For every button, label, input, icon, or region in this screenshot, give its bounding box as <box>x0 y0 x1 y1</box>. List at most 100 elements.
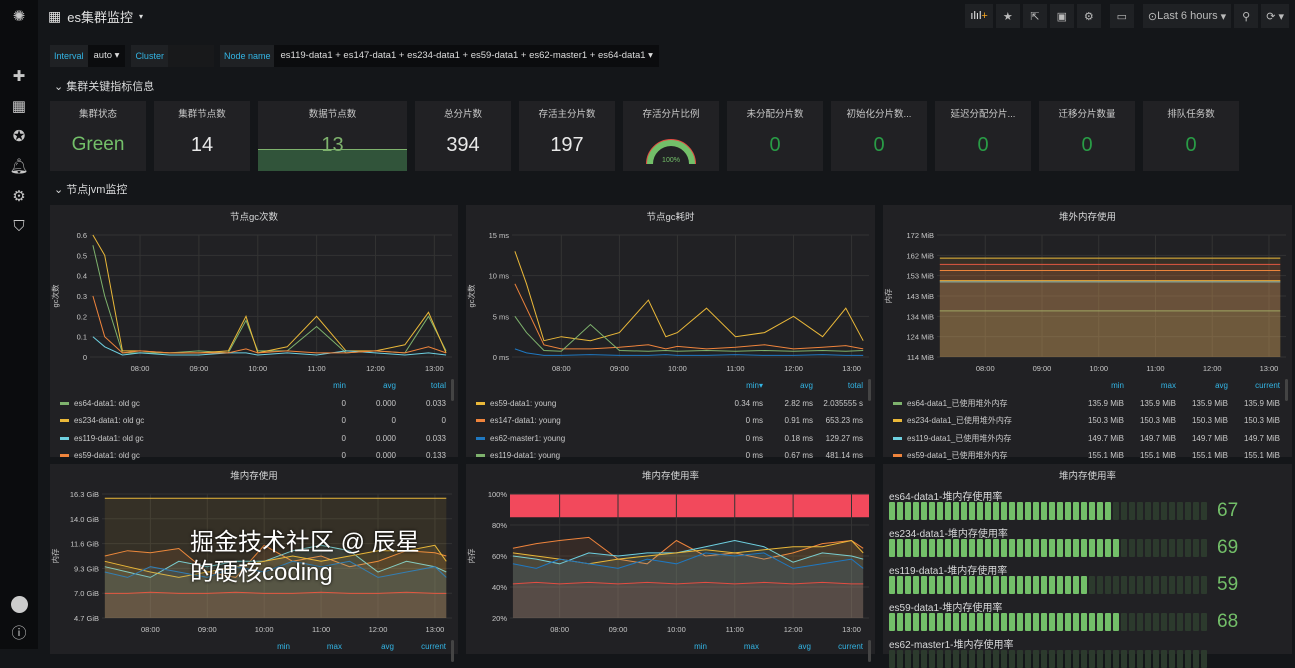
legend-row[interactable]: es64-data1: old gc 0 0.000 0.033 <box>60 395 446 413</box>
legend-scrollbar[interactable] <box>451 640 454 662</box>
shield-icon[interactable]: ⛉ <box>13 218 25 235</box>
legend-row[interactable]: es119-data1: old gc 0 0.000 0.033 <box>60 430 446 448</box>
dashboard-picker[interactable]: ▦ es集群监控 ▾ <box>48 7 143 26</box>
bar-gauge-item: es119-data1-堆内存使用率 59 <box>889 562 1286 595</box>
panel-title: 堆内存使用 <box>230 471 278 482</box>
legend-column-header[interactable]: current <box>421 642 446 652</box>
series-line <box>514 251 864 342</box>
legend-row[interactable]: es62-master1: young 0 ms 0.18 ms 129.27 ms <box>476 430 863 448</box>
legend-row[interactable]: es234-data1_已使用堆外内存 150.3 MiB 150.3 MiB 150… <box>893 412 1280 430</box>
stat-panel[interactable]: 存活分片比例 100% <box>623 101 719 171</box>
legend-column-header[interactable]: min <box>333 381 346 391</box>
dashboards-icon[interactable]: ▦ <box>11 98 27 115</box>
legend-column-header[interactable]: avg <box>1215 381 1228 391</box>
x-tick-label: 11:00 <box>1146 364 1164 373</box>
x-tick-label: 08:00 <box>131 364 150 373</box>
add-panel-button[interactable]: ılıl+ <box>965 4 993 28</box>
panel-heap-usage-bargauge[interactable]: 堆内存使用率 es64-data1-堆内存使用率 67 es234-data1-堆内… <box>883 464 1292 668</box>
legend-column-header[interactable]: max <box>1160 381 1176 391</box>
user-avatar[interactable] <box>0 589 38 619</box>
stat-panel[interactable]: 存活主分片数 197 <box>519 101 615 171</box>
legend-scrollbar[interactable] <box>868 379 871 401</box>
legend-column-header[interactable]: min <box>694 642 707 652</box>
legend-value: 0.133 <box>425 451 446 461</box>
stat-value: 0 <box>1081 134 1093 156</box>
legend-column-header[interactable]: max <box>326 642 342 652</box>
panel-gc-count[interactable]: 节点gc次数 0 0.1 0.2 0.3 0.4 0.5 0.6 08:00 09:00 10:00… <box>50 205 458 460</box>
legend-scrollbar[interactable] <box>451 379 454 401</box>
legend-column-header[interactable]: total <box>847 381 863 391</box>
stat-panel[interactable]: 集群节点数 14 <box>154 101 250 171</box>
legend-column-header[interactable]: avg <box>381 642 394 652</box>
settings-button[interactable]: ⚙ <box>1076 4 1101 28</box>
legend-value: 0.033 <box>425 398 446 408</box>
legend-column-header[interactable]: current <box>838 642 863 652</box>
explore-icon[interactable]: ✪ <box>12 128 26 145</box>
legend-column-header[interactable]: avg <box>798 642 811 652</box>
zoom-out-button[interactable]: ⚲ <box>1234 4 1259 28</box>
tv-mode-button[interactable]: ▭ <box>1109 4 1134 28</box>
y-tick-label: 134 MiB <box>906 312 934 321</box>
legend-column-header[interactable]: min <box>277 642 290 652</box>
row-header-cluster[interactable]: ⌄ 集群关键指标信息 <box>54 78 154 94</box>
stat-panel[interactable]: 迁移分片数量 0 <box>1039 101 1135 171</box>
stat-panel[interactable]: 集群状态 Green <box>50 101 146 171</box>
alert-bell-icon[interactable]: 🔔︎ <box>9 158 29 175</box>
legend-column-header[interactable]: min▾ <box>746 381 763 391</box>
legend-column-header[interactable]: max <box>743 642 759 652</box>
star-button[interactable]: ★ <box>995 4 1020 28</box>
legend-column-header[interactable]: total <box>430 381 446 391</box>
node-name-select[interactable]: es119-data1 + es147-data1 + es234-data1 … <box>274 45 659 67</box>
legend-column-header[interactable]: current <box>1255 381 1280 391</box>
save-icon: ▣ <box>1056 10 1068 23</box>
stat-value: 0 <box>977 134 989 156</box>
y-tick-label: 0 ms <box>493 353 510 362</box>
series-area <box>104 561 447 618</box>
refresh-icon: ⟳ <box>1266 10 1276 23</box>
legend-scrollbar[interactable] <box>868 640 871 662</box>
legend-row[interactable]: es119-data1: young 0 ms 0.67 ms 481.14 ms <box>476 447 863 465</box>
node-name-label: Node name <box>219 45 275 67</box>
time-picker[interactable]: ⊙ Last 6 hours ▾ <box>1142 4 1232 28</box>
legend-row[interactable]: es234-data1: old gc 0 0 0 <box>60 412 446 430</box>
legend-row[interactable]: es59-data1: young 0.34 ms 2.82 ms 2.035555 … <box>476 395 863 413</box>
legend-column-header[interactable]: avg <box>800 381 813 391</box>
stat-panel[interactable]: 总分片数 394 <box>415 101 511 171</box>
panel-gc-time[interactable]: 节点gc耗时 0 ms 5 ms 10 ms 15 ms 08:00 09:00 10:00 1… <box>466 205 875 460</box>
share-button[interactable]: ⇱ <box>1022 4 1047 28</box>
legend-row[interactable]: es147-data1: young 0 ms 0.91 ms 653.23 ms <box>476 412 863 430</box>
x-tick-label: 11:00 <box>312 625 330 634</box>
legend-scrollbar[interactable] <box>1285 379 1288 401</box>
legend-value: 155.1 MiB <box>1243 451 1280 461</box>
legend-value: 149.7 MiB <box>1243 433 1280 443</box>
legend-row[interactable]: es59-data1_已使用堆外内存 155.1 MiB 155.1 MiB 155.… <box>893 447 1280 465</box>
y-tick-label: 0.3 <box>77 292 87 301</box>
legend-row[interactable]: es64-data1_已使用堆外内存 135.9 MiB 135.9 MiB 135.… <box>893 395 1280 413</box>
panel-offheap-memory[interactable]: 堆外内存使用 114 MiB 124 MiB 134 MiB 143 MiB 153 Mi… <box>883 205 1292 460</box>
cluster-select[interactable] <box>167 45 214 67</box>
stat-panel[interactable]: 延迟分配分片... 0 <box>935 101 1031 171</box>
panel-title: 堆外内存使用 <box>1058 212 1116 223</box>
legend-column-header[interactable]: avg <box>383 381 396 391</box>
grafana-logo[interactable]: ✺ <box>12 8 26 25</box>
save-button[interactable]: ▣ <box>1049 4 1074 28</box>
stat-panel[interactable]: 未分配分片数 0 <box>727 101 823 171</box>
gear-icon[interactable]: ⚙ <box>12 188 26 205</box>
plus-icon[interactable]: ✚ <box>12 68 26 85</box>
panel-heap-usage-rate[interactable]: 堆内存使用率 20% 40% 60% 80% 100% 08:00 09:00 10:00 11:… <box>466 464 875 662</box>
stat-panel[interactable]: 排队任务数 0 <box>1143 101 1239 171</box>
legend-row[interactable]: es59-data1: old gc 0 0.000 0.133 <box>60 447 446 465</box>
legend-column-header[interactable]: min <box>1111 381 1124 391</box>
stat-panel[interactable]: 初始化分片数... 0 <box>831 101 927 171</box>
y-tick-label: 20% <box>492 614 507 623</box>
x-tick-label: 11:00 <box>308 364 326 373</box>
panel-heap-memory[interactable]: 堆内存使用 4.7 GiB 7.0 GiB 9.3 GiB 11.6 GiB 14.0 G… <box>50 464 458 662</box>
stat-panel[interactable]: 数据节点数 13 <box>258 101 407 171</box>
bar-gauge-bar <box>889 539 1207 557</box>
row-header-jvm[interactable]: ⌄ 节点jvm监控 <box>54 181 127 197</box>
legend-value: 0 ms <box>745 451 763 461</box>
refresh-button[interactable]: ⟳ ▾ <box>1261 4 1289 28</box>
help-icon[interactable]: ⓘ <box>11 625 27 642</box>
legend-row[interactable]: es119-data1_已使用堆外内存 149.7 MiB 149.7 MiB 149… <box>893 430 1280 448</box>
interval-select[interactable]: auto ▾ <box>87 45 126 67</box>
